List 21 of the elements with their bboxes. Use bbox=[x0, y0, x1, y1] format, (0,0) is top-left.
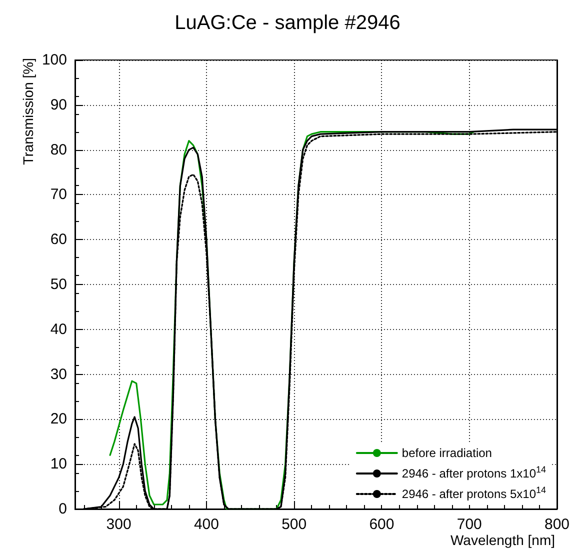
legend-label: before irradiation bbox=[402, 446, 492, 460]
x-tick-label: 500 bbox=[282, 516, 307, 533]
y-tick-label: 90 bbox=[50, 96, 67, 114]
chart-title: LuAG:Ce - sample #2946 bbox=[174, 12, 400, 34]
y-tick-label: 20 bbox=[50, 410, 67, 428]
x-tick-label: 600 bbox=[369, 516, 394, 533]
x-tick-label: 400 bbox=[194, 516, 219, 533]
y-tick-label: 80 bbox=[50, 141, 67, 158]
y-tick-label: 70 bbox=[50, 186, 67, 204]
x-tick-label: 300 bbox=[106, 516, 132, 533]
y-tick-label: 10 bbox=[50, 456, 67, 473]
x-tick-label: 700 bbox=[456, 516, 482, 533]
y-axis-title: Transmission [%] bbox=[20, 58, 36, 165]
y-tick-label: 60 bbox=[50, 231, 67, 248]
y-tick-label: 50 bbox=[50, 276, 67, 293]
y-tick-label: 100 bbox=[42, 52, 67, 68]
y-tick-label: 40 bbox=[50, 320, 67, 338]
x-tick-label: 800 bbox=[544, 516, 570, 533]
y-tick-label: 30 bbox=[50, 366, 67, 383]
y-tick-label: 0 bbox=[58, 500, 67, 518]
x-axis-title: Wavelength [nm] bbox=[450, 532, 555, 548]
